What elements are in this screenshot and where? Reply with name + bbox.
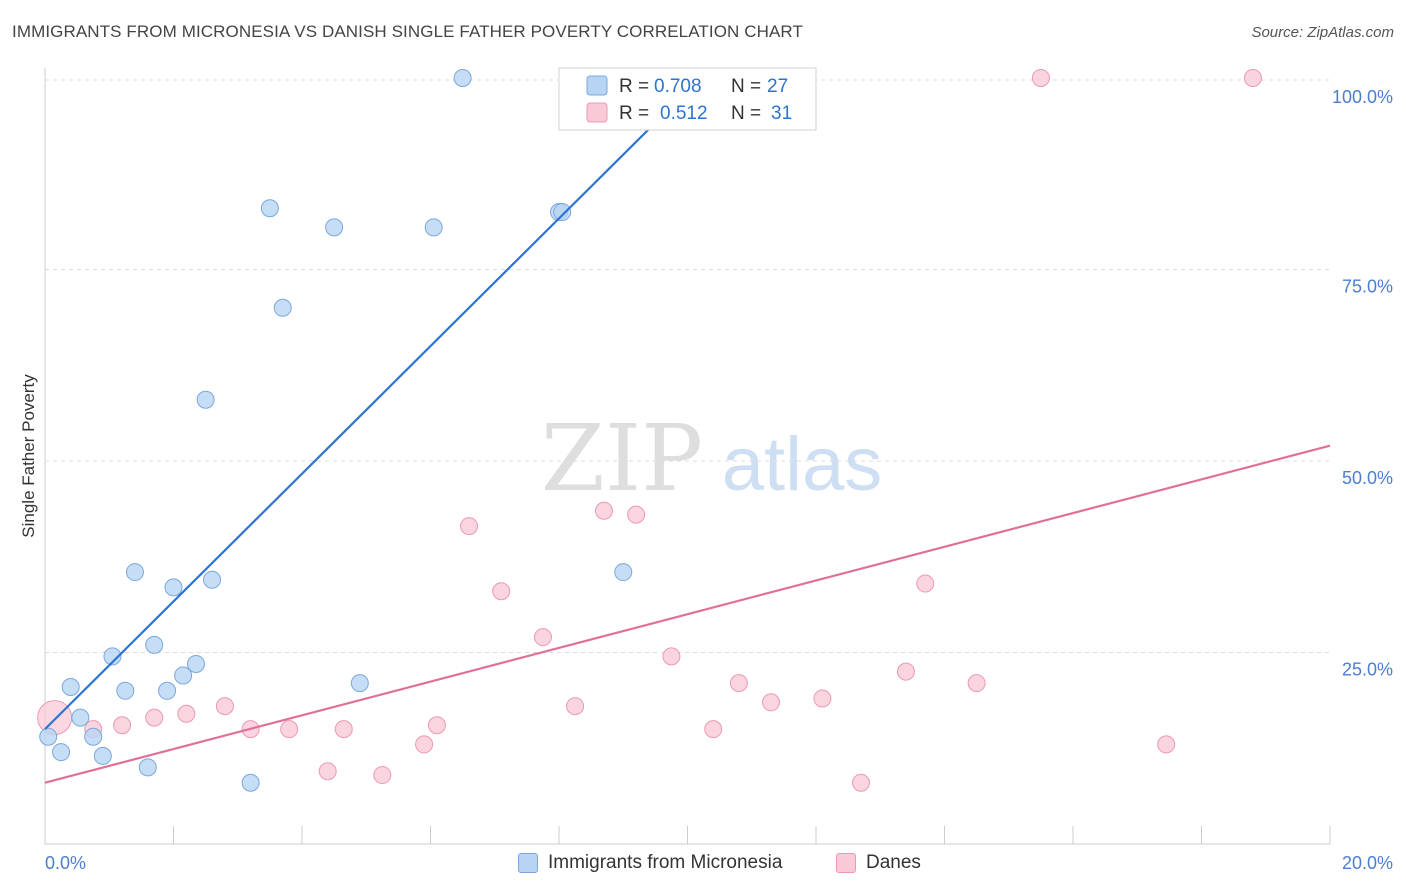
watermark-zip: ZIP [541,405,703,512]
danes-point [967,674,986,693]
micronesia-point [553,203,572,222]
danes-point [215,697,234,716]
danes-point [1031,69,1050,87]
micronesia-point [325,218,344,237]
danes-point [492,582,511,601]
micronesia-point [103,647,122,666]
micronesia-point [174,666,193,685]
micronesia-point [196,390,215,409]
legend-n-label-2: N = [731,103,761,124]
micronesia-point [164,578,183,597]
micronesia-point [52,743,71,762]
danes-point [1157,735,1176,754]
y-tick-label: 50.0% [1342,468,1393,488]
legend-swatch-danes [836,853,856,873]
legend-swatch-micronesia [518,853,538,873]
micronesia-point [61,677,80,696]
micronesia-point [453,69,472,87]
series-legend: Immigrants from Micronesia Danes [0,852,1406,878]
micronesia-point [241,773,260,792]
danes-point [566,697,585,716]
legend-n-label-1: N = [731,76,761,97]
x-tick-label-max: 20.0% [1342,853,1393,873]
danes-point [177,704,196,723]
danes-point [813,689,832,708]
data-points [37,69,1262,792]
danes-point [318,762,337,781]
legend-item-micronesia: Immigrants from Micronesia [518,852,782,874]
danes-point [415,735,434,754]
micronesia-point [424,218,443,237]
danes-point [704,720,723,739]
micronesia-point [138,758,157,777]
danes-point [334,720,353,739]
micronesia-point [203,570,222,589]
legend-swatch-pink [586,102,608,123]
micronesia-point [71,708,90,727]
micronesia-point [145,635,164,654]
legend-r-value-1: 0.708 [654,76,702,97]
legend-label-micronesia: Immigrants from Micronesia [548,852,783,873]
legend-n-value-1: 27 [767,76,788,97]
x-axis-tick-labels: 0.0% 20.0% [45,853,1393,873]
y-axis-label: Single Father Poverty [19,374,38,538]
micronesia-point [158,681,177,700]
danes-point [533,628,552,647]
legend-r-label-2: R = [619,103,649,124]
trend-lines [44,77,1331,784]
watermark-atlas: atlas [722,422,883,507]
micronesia-point [273,298,292,317]
y-tick-label: 25.0% [1342,660,1393,680]
danes-point [851,773,870,792]
danes-point [427,716,446,735]
legend-n-value-2: 31 [771,103,792,124]
y-tick-label: 75.0% [1342,277,1393,297]
gridlines [45,79,1330,653]
danes-point [280,720,299,739]
micronesia-trend-line [44,77,702,730]
micronesia-point [93,746,112,765]
y-axis-tick-labels: 25.0% 50.0% 75.0% 100.0% [1332,87,1393,680]
legend-r-label-1: R = [619,76,649,97]
correlation-legend: R = 0.708 N = 27 R = 0.512 N = 31 [558,67,817,131]
danes-point [37,700,73,736]
danes-point [145,708,164,727]
danes-point [594,501,613,520]
danes-point [916,574,935,593]
danes-point [460,517,479,536]
legend-r-value-2: 0.512 [660,103,708,124]
micronesia-point [260,199,279,218]
micronesia-point [84,727,103,746]
danes-point [662,647,681,666]
legend-label-danes: Danes [866,852,921,873]
micronesia-point [186,654,205,673]
danes-point [1243,69,1262,87]
danes-point [627,505,646,524]
micronesia-point [350,674,369,693]
x-axis-ticks [173,826,1331,844]
chart-title: IMMIGRANTS FROM MICRONESIA VS DANISH SIN… [12,22,803,41]
micronesia-point [116,681,135,700]
watermark: ZIP atlas [541,405,882,512]
danes-point [896,662,915,681]
source-note: Source: ZipAtlas.com [1251,24,1394,41]
micronesia-point [125,563,144,582]
micronesia-point [39,727,58,746]
danes-trend-line [44,444,1331,784]
danes-point [373,766,392,785]
legend-item-danes: Danes [836,852,921,874]
micronesia-point [614,563,633,582]
danes-point [762,693,781,712]
y-tick-label: 100.0% [1332,87,1393,107]
danes-point [729,674,748,693]
danes-point [113,716,132,735]
x-tick-label-min: 0.0% [45,853,86,873]
legend-swatch-blue [586,75,608,96]
